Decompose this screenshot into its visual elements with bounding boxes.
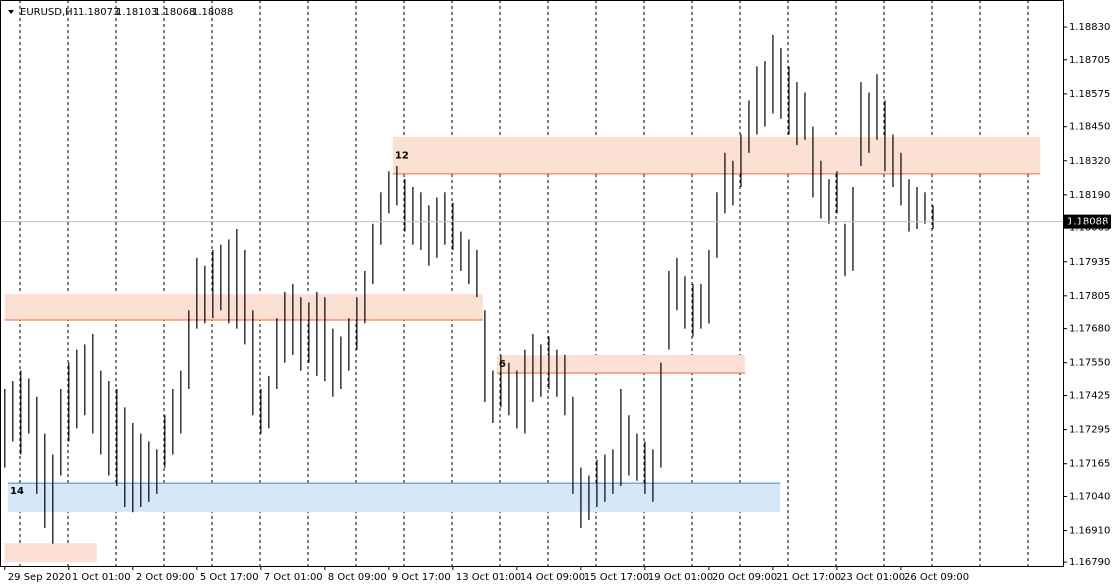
- symbol: EURUSD,H1: [20, 7, 79, 18]
- menu-arrow[interactable]: [8, 10, 14, 14]
- ohlc-value: 1.18103: [116, 7, 157, 18]
- y-tick-label: 1.17550: [1069, 358, 1110, 369]
- y-tick-label: 1.18065: [1069, 223, 1110, 234]
- x-tick-label: 7 Oct 01:00: [264, 572, 323, 583]
- x-tick-label: 5 Oct 17:00: [200, 572, 259, 583]
- x-tick-label: 26 Oct 09:00: [904, 572, 969, 583]
- x-tick-label: 2 Oct 09:00: [136, 572, 195, 583]
- y-tick-label: 1.17680: [1069, 324, 1110, 335]
- x-tick-label: 13 Oct 01:00: [456, 572, 521, 583]
- bars: [4, 34, 934, 544]
- zone-label: 6: [499, 359, 506, 370]
- zone: [4, 543, 97, 563]
- ohlc-value: 1.18088: [192, 7, 233, 18]
- y-tick-label: 1.17935: [1069, 257, 1110, 268]
- y-tick-label: 1.18450: [1069, 122, 1110, 133]
- x-tick-label: 23 Oct 01:00: [840, 572, 905, 583]
- y-tick-label: 1.18320: [1069, 156, 1110, 167]
- x-tick-label: 9 Oct 17:00: [392, 572, 451, 583]
- plot-frame: [0, 0, 1064, 567]
- y-tick-label: 1.16910: [1069, 526, 1110, 537]
- y-tick-label: 1.17805: [1069, 291, 1110, 302]
- y-tick-label: 1.18830: [1069, 22, 1110, 33]
- zone-label: 14: [10, 486, 24, 497]
- grid: [19, 0, 1029, 566]
- y-tick-label: 1.17425: [1069, 391, 1110, 402]
- y-tick-label: 1.17040: [1069, 491, 1110, 502]
- zone-label: 12: [395, 150, 409, 161]
- last-price-box: [1063, 214, 1111, 229]
- ohlc-value: 1.18073: [78, 7, 119, 18]
- ohlc-value: 1.18068: [154, 7, 195, 18]
- y-tick-label: 1.18575: [1069, 89, 1110, 100]
- zones: [4, 136, 1041, 563]
- y-tick-label: 1.18705: [1069, 55, 1110, 66]
- x-tick-label: 8 Oct 09:00: [328, 572, 387, 583]
- y-tick-label: 1.16790: [1069, 557, 1110, 568]
- x-tick-label: 19 Oct 01:00: [648, 572, 713, 583]
- y-tick-label: 1.17295: [1069, 425, 1110, 436]
- zone: [4, 294, 483, 320]
- x-tick-label: 1 Oct 01:00: [72, 572, 131, 583]
- x-tick-label: 15 Oct 17:00: [584, 572, 649, 583]
- zone: [8, 483, 781, 512]
- y-tick-label: 1.18190: [1069, 190, 1110, 201]
- x-tick-label: 14 Oct 09:00: [520, 572, 585, 583]
- last-price-label: 1.18088: [1067, 217, 1108, 228]
- y-tick-label: 1.17165: [1069, 459, 1110, 470]
- x-tick-label: 20 Oct 09:00: [712, 572, 777, 583]
- zone: [392, 136, 1041, 174]
- x-tick-label: 29 Sep 2020: [8, 572, 71, 583]
- x-tick-label: 21 Oct 17:00: [776, 572, 841, 583]
- zone: [496, 355, 745, 373]
